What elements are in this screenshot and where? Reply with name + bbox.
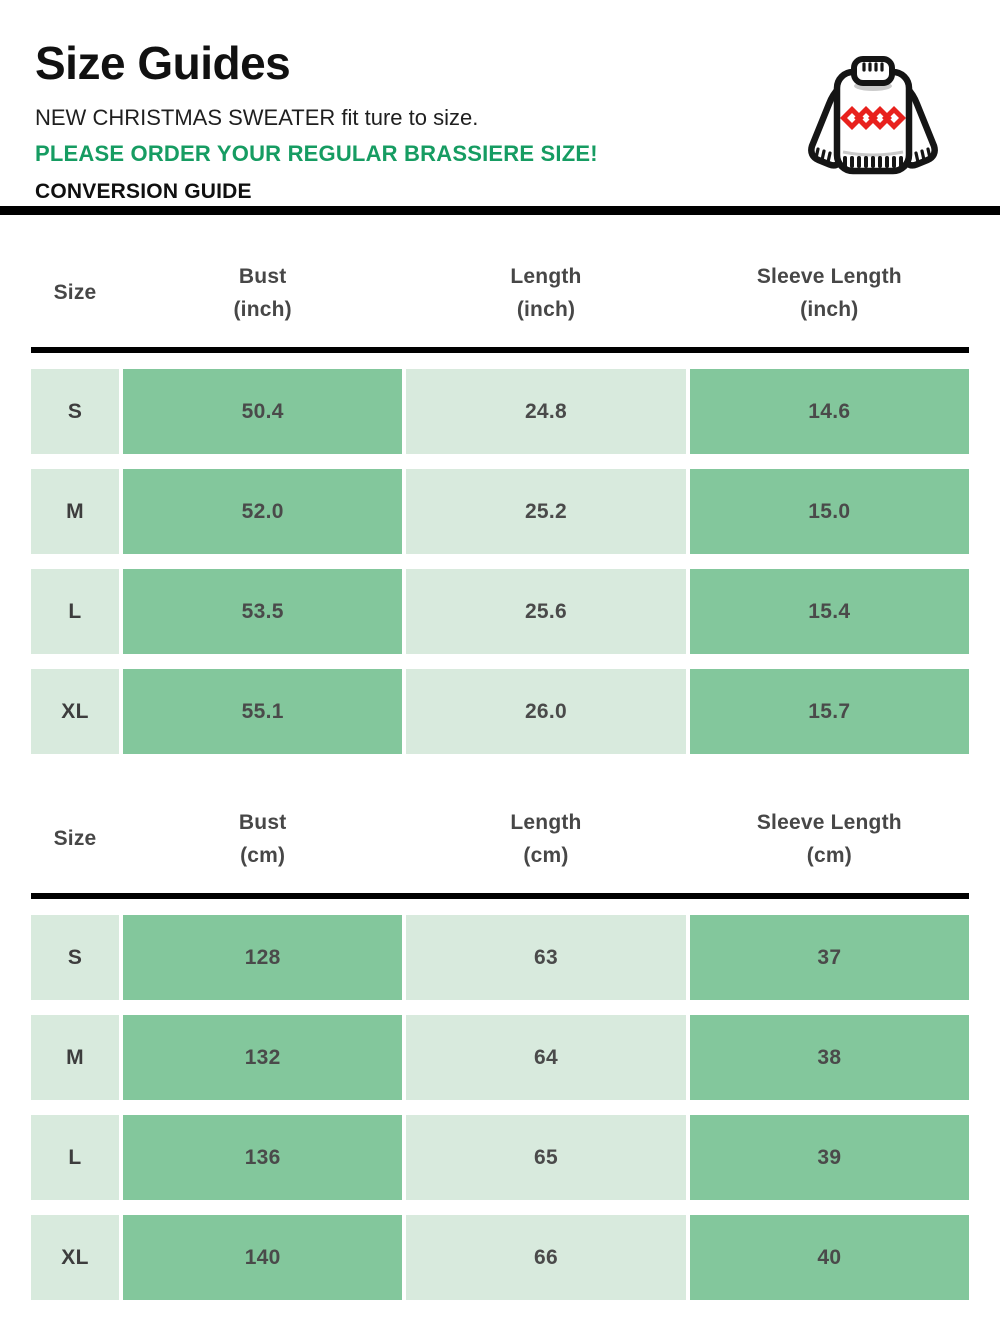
table-row-l: L 136 65 39 <box>31 1115 969 1200</box>
size-label-cell: S <box>31 369 119 454</box>
collar-ribs <box>862 62 884 72</box>
order-notice: PLEASE ORDER YOUR REGULAR BRASSIERE SIZE… <box>35 141 598 167</box>
bust-value-cell: 128 <box>123 915 403 1000</box>
table-row-s: S 50.4 24.8 14.6 <box>31 369 969 454</box>
sleeve-value-cell: 38 <box>689 1015 969 1100</box>
col-header-unit: (inch) <box>800 297 859 321</box>
header-block: Size Guides NEW CHRISTMAS SWEATER fit tu… <box>35 38 795 205</box>
sleeve-value-cell: 15.4 <box>689 569 969 654</box>
col-header-label: Bust <box>238 810 287 834</box>
length-value-cell: 26.0 <box>406 669 686 754</box>
col-header-bust: Bust (inch) <box>123 240 402 347</box>
conversion-guide-label: CONVERSION GUIDE <box>35 179 252 203</box>
length-value-cell: 65 <box>406 1115 686 1200</box>
page-title: Size Guides <box>35 37 291 89</box>
col-header-label: Length <box>510 810 582 834</box>
christmas-sweater-icon <box>808 56 938 175</box>
bust-value-cell: 50.4 <box>123 369 403 454</box>
sleeve-value-cell: 40 <box>689 1215 969 1300</box>
size-label-cell: L <box>31 1115 119 1200</box>
size-label-cell: M <box>31 469 119 554</box>
length-value-cell: 63 <box>406 915 686 1000</box>
col-header-label: Sleeve Length <box>756 810 902 834</box>
table-row-xl: XL 55.1 26.0 15.7 <box>31 669 969 754</box>
col-header-label: Bust <box>238 264 287 288</box>
bust-value-cell: 52.0 <box>123 469 403 554</box>
col-header-length: Length (inch) <box>406 240 685 347</box>
table-row-m: M 132 64 38 <box>31 1015 969 1100</box>
col-header-size: Size <box>31 786 119 893</box>
col-header-unit: (cm) <box>240 843 286 867</box>
length-value-cell: 25.6 <box>406 569 686 654</box>
col-header-unit: (inch) <box>233 297 292 321</box>
table-header-row: Size Bust (inch) Length (inch) Sleeve Leng… <box>31 240 969 347</box>
col-header-size: Size <box>31 240 119 347</box>
bust-value-cell: 140 <box>123 1215 403 1300</box>
table-row-xl: XL 140 66 40 <box>31 1215 969 1300</box>
size-table-cm: Size Bust (cm) Length (cm) Sleeve Length (c… <box>31 786 969 1300</box>
table-row-l: L 53.5 25.6 15.4 <box>31 569 969 654</box>
bust-value-cell: 55.1 <box>123 669 403 754</box>
col-header-bust: Bust (cm) <box>123 786 402 893</box>
bust-value-cell: 53.5 <box>123 569 403 654</box>
col-header-label: Sleeve Length <box>756 264 902 288</box>
size-label-cell: S <box>31 915 119 1000</box>
table-header-row: Size Bust (cm) Length (cm) Sleeve Length (c… <box>31 786 969 893</box>
header-rule <box>31 893 969 899</box>
bust-value-cell: 136 <box>123 1115 403 1200</box>
sleeve-value-cell: 15.7 <box>689 669 969 754</box>
sleeve-value-cell: 14.6 <box>689 369 969 454</box>
col-header-label: Size <box>53 281 97 305</box>
header-rule <box>31 347 969 353</box>
fit-subtitle: NEW CHRISTMAS SWEATER fit ture to size. <box>35 104 479 130</box>
hem-ribs <box>843 156 903 168</box>
length-value-cell: 25.2 <box>406 469 686 554</box>
size-table-inch: Size Bust (inch) Length (inch) Sleeve Leng… <box>31 240 969 754</box>
size-label-cell: M <box>31 1015 119 1100</box>
col-header-unit: (inch) <box>516 297 576 321</box>
table-row-m: M 52.0 25.2 15.0 <box>31 469 969 554</box>
sleeve-value-cell: 39 <box>689 1115 969 1200</box>
diamond-pattern <box>839 105 907 131</box>
length-value-cell: 64 <box>406 1015 686 1100</box>
bust-value-cell: 132 <box>123 1015 403 1100</box>
col-header-unit: (cm) <box>806 843 852 867</box>
size-label-cell: XL <box>31 1215 119 1300</box>
table-body: S 128 63 37 M 132 64 38 L 136 65 39 XL 1… <box>31 915 969 1300</box>
length-value-cell: 66 <box>406 1215 686 1300</box>
col-header-sleeve-length: Sleeve Length (cm) <box>690 786 969 893</box>
col-header-unit: (cm) <box>523 843 569 867</box>
table-row-s: S 128 63 37 <box>31 915 969 1000</box>
col-header-sleeve-length: Sleeve Length (inch) <box>690 240 969 347</box>
size-label-cell: XL <box>31 669 119 754</box>
table-body: S 50.4 24.8 14.6 M 52.0 25.2 15.0 L 53.5… <box>31 369 969 754</box>
cuff-ribs <box>814 147 932 164</box>
size-label-cell: L <box>31 569 119 654</box>
sleeve-value-cell: 15.0 <box>689 469 969 554</box>
col-header-label: Size <box>53 827 97 851</box>
length-value-cell: 24.8 <box>406 369 686 454</box>
col-header-length: Length (cm) <box>406 786 685 893</box>
section-divider <box>0 206 1000 215</box>
sleeve-value-cell: 37 <box>689 915 969 1000</box>
col-header-label: Length <box>510 264 582 288</box>
